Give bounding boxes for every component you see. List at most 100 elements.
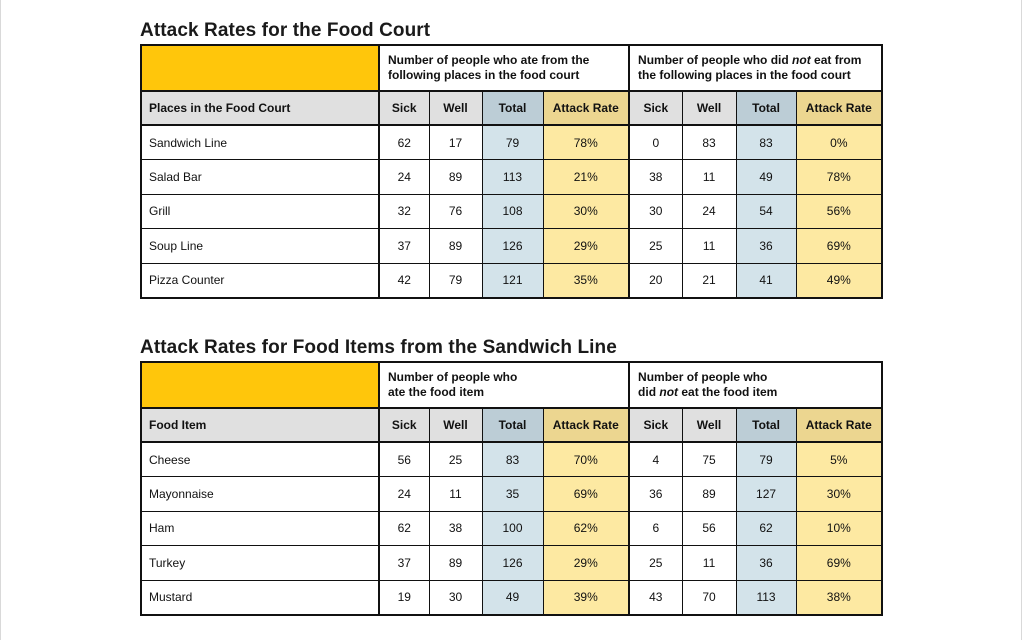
cell-sick: 37 bbox=[378, 545, 430, 581]
corner-swatch bbox=[140, 361, 380, 409]
cell-total: 126 bbox=[481, 228, 544, 264]
cell-well: 38 bbox=[428, 510, 483, 546]
cell-total: 79 bbox=[481, 124, 544, 160]
cell-well: 11 bbox=[681, 159, 737, 195]
cell-sick: 20 bbox=[628, 262, 683, 298]
cell-total: 108 bbox=[481, 193, 544, 229]
cell-well: 21 bbox=[681, 262, 737, 298]
cell-well: 89 bbox=[681, 476, 737, 512]
cell-well: 11 bbox=[681, 545, 737, 581]
group-header-ate-line2: ate the food item bbox=[388, 385, 485, 399]
cell-attack-rate: 49% bbox=[795, 262, 883, 298]
group-header-not-ate-pre: Number of people who did bbox=[638, 53, 793, 67]
group-header-not-ate-line1: Number of people who did not eat from bbox=[638, 53, 877, 68]
cell-well: 76 bbox=[428, 193, 483, 229]
food-court-section: Attack Rates for the Food Court Number o… bbox=[140, 20, 884, 299]
row-label: Salad Bar bbox=[140, 159, 380, 195]
col-header-sick: Sick bbox=[378, 407, 430, 443]
cell-total: 54 bbox=[735, 193, 797, 229]
col-header-attack-rate: Attack Rate bbox=[795, 90, 883, 126]
group-header-not-ate-line2: did not eat the food item bbox=[638, 385, 877, 400]
food-court-table: Number of people who ate from the follow… bbox=[140, 44, 884, 299]
cell-sick: 6 bbox=[628, 510, 683, 546]
cell-attack-rate: 69% bbox=[795, 228, 883, 264]
cell-sick: 42 bbox=[378, 262, 430, 298]
cell-sick: 4 bbox=[628, 441, 683, 477]
col-header-total: Total bbox=[735, 90, 797, 126]
cell-well: 75 bbox=[681, 441, 737, 477]
cell-attack-rate: 38% bbox=[795, 579, 883, 615]
row-label: Pizza Counter bbox=[140, 262, 380, 298]
cell-total: 126 bbox=[481, 545, 544, 581]
cell-well: 89 bbox=[428, 159, 483, 195]
sandwich-line-table: Number of people who ate the food item N… bbox=[140, 361, 884, 616]
corner-swatch bbox=[140, 44, 380, 92]
group-header-not-ate-post: eat from bbox=[810, 53, 862, 67]
row-label: Ham bbox=[140, 510, 380, 546]
group-header-not-ate-emphasis: not bbox=[659, 385, 679, 399]
cell-sick: 0 bbox=[628, 124, 683, 160]
col-header-sick: Sick bbox=[378, 90, 430, 126]
cell-sick: 24 bbox=[378, 476, 430, 512]
cell-attack-rate: 78% bbox=[542, 124, 630, 160]
cell-attack-rate: 78% bbox=[795, 159, 883, 195]
row-label: Cheese bbox=[140, 441, 380, 477]
cell-total: 36 bbox=[735, 228, 797, 264]
table-row: Mustard 19 30 49 39% 43 70 113 38% bbox=[140, 579, 883, 615]
cell-total: 35 bbox=[481, 476, 544, 512]
cell-sick: 62 bbox=[378, 510, 430, 546]
cell-attack-rate: 56% bbox=[795, 193, 883, 229]
cell-attack-rate: 69% bbox=[542, 476, 630, 512]
table-row: Salad Bar 24 89 113 21% 38 11 49 78% bbox=[140, 159, 883, 195]
cell-sick: 25 bbox=[628, 228, 683, 264]
cell-total: 121 bbox=[481, 262, 544, 298]
cell-well: 89 bbox=[428, 545, 483, 581]
cell-attack-rate: 29% bbox=[542, 228, 630, 264]
group-header-not-ate: Number of people who did not eat the foo… bbox=[628, 361, 883, 409]
cell-attack-rate: 30% bbox=[542, 193, 630, 229]
cell-total: 83 bbox=[481, 441, 544, 477]
cell-sick: 56 bbox=[378, 441, 430, 477]
table-row: Soup Line 37 89 126 29% 25 11 36 69% bbox=[140, 228, 883, 264]
cell-attack-rate: 0% bbox=[795, 124, 883, 160]
cell-attack-rate: 21% bbox=[542, 159, 630, 195]
cell-well: 17 bbox=[428, 124, 483, 160]
cell-total: 83 bbox=[735, 124, 797, 160]
row-label: Mayonnaise bbox=[140, 476, 380, 512]
table-row: Cheese 56 25 83 70% 4 75 79 5% bbox=[140, 441, 883, 477]
cell-total: 41 bbox=[735, 262, 797, 298]
cell-total: 127 bbox=[735, 476, 797, 512]
cell-sick: 24 bbox=[378, 159, 430, 195]
cell-attack-rate: 62% bbox=[542, 510, 630, 546]
cell-total: 49 bbox=[735, 159, 797, 195]
group-header-ate: Number of people who ate from the follow… bbox=[377, 44, 630, 92]
group-header-not-ate-line2: the following places in the food court bbox=[638, 68, 851, 82]
cell-attack-rate: 10% bbox=[795, 510, 883, 546]
row-header-label: Food Item bbox=[140, 407, 380, 443]
cell-well: 83 bbox=[681, 124, 737, 160]
row-label: Grill bbox=[140, 193, 380, 229]
col-header-total: Total bbox=[481, 407, 544, 443]
col-header-sick: Sick bbox=[628, 407, 683, 443]
cell-total: 79 bbox=[735, 441, 797, 477]
group-header-not-ate: Number of people who did not eat from th… bbox=[628, 44, 883, 92]
col-header-well: Well bbox=[428, 90, 483, 126]
col-header-attack-rate: Attack Rate bbox=[542, 90, 630, 126]
group-header-not-ate-emphasis: not bbox=[792, 53, 811, 67]
col-header-total: Total bbox=[735, 407, 797, 443]
group-header-ate-line1: Number of people who ate from the bbox=[388, 53, 590, 67]
table-row: Pizza Counter 42 79 121 35% 20 21 41 49% bbox=[140, 262, 883, 298]
cell-sick: 62 bbox=[378, 124, 430, 160]
cell-sick: 32 bbox=[378, 193, 430, 229]
cell-attack-rate: 29% bbox=[542, 545, 630, 581]
group-header-not-ate-pre: did bbox=[638, 385, 660, 399]
left-page-rule bbox=[0, 0, 1, 640]
row-label: Sandwich Line bbox=[140, 124, 380, 160]
cell-attack-rate: 39% bbox=[542, 579, 630, 615]
cell-total: 100 bbox=[481, 510, 544, 546]
cell-sick: 43 bbox=[628, 579, 683, 615]
cell-well: 89 bbox=[428, 228, 483, 264]
cell-total: 62 bbox=[735, 510, 797, 546]
cell-total: 113 bbox=[481, 159, 544, 195]
cell-attack-rate: 70% bbox=[542, 441, 630, 477]
